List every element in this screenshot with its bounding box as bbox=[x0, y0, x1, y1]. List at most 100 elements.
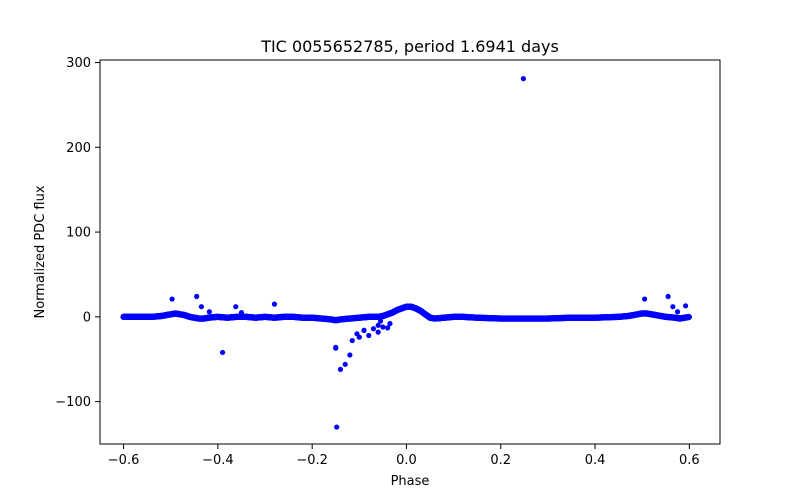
y-tick-label: −100 bbox=[55, 395, 91, 410]
data-point bbox=[686, 314, 692, 320]
data-point bbox=[682, 303, 689, 309]
data-point bbox=[356, 315, 362, 321]
data-point bbox=[191, 315, 197, 321]
data-point bbox=[674, 309, 681, 315]
y-tick-label: 300 bbox=[66, 56, 91, 71]
data-point bbox=[194, 293, 200, 300]
data-point bbox=[262, 314, 268, 320]
data-point bbox=[224, 315, 230, 321]
data-point bbox=[521, 315, 527, 322]
x-tick-label: 0.2 bbox=[490, 453, 511, 468]
data-point bbox=[243, 314, 249, 320]
data-point bbox=[233, 304, 239, 310]
data-point bbox=[385, 311, 391, 317]
data-point bbox=[366, 314, 372, 320]
data-point bbox=[271, 315, 278, 321]
data-point bbox=[432, 315, 438, 322]
data-point bbox=[334, 424, 340, 430]
y-axis-label: Normalized PDC flux bbox=[33, 185, 48, 318]
data-point bbox=[375, 314, 381, 320]
data-point bbox=[418, 308, 424, 314]
data-point bbox=[403, 304, 410, 310]
data-point bbox=[653, 312, 659, 318]
data-point bbox=[169, 296, 175, 302]
data-point bbox=[333, 344, 339, 350]
x-tick-label: 0.4 bbox=[585, 453, 606, 468]
data-point bbox=[399, 305, 405, 311]
data-point bbox=[677, 315, 683, 322]
data-point bbox=[347, 315, 353, 322]
data-point bbox=[182, 312, 188, 318]
data-point bbox=[234, 314, 240, 320]
data-point bbox=[337, 366, 344, 373]
data-point bbox=[186, 314, 193, 320]
data-point bbox=[394, 307, 400, 313]
data-point bbox=[592, 315, 598, 321]
x-tick-label: −0.6 bbox=[108, 453, 140, 468]
data-point bbox=[158, 313, 164, 319]
data-point bbox=[616, 314, 622, 320]
data-point bbox=[474, 315, 480, 321]
data-point bbox=[198, 304, 204, 310]
plot-frame bbox=[99, 59, 721, 445]
data-point bbox=[375, 329, 381, 335]
x-tick-label: −0.4 bbox=[202, 453, 234, 468]
x-axis-label: Phase bbox=[391, 474, 430, 489]
data-point bbox=[318, 315, 325, 322]
data-point bbox=[413, 305, 419, 311]
data-point bbox=[163, 312, 169, 318]
data-point bbox=[300, 315, 306, 321]
data-point bbox=[271, 301, 278, 307]
data-points bbox=[120, 76, 692, 430]
data-point bbox=[206, 309, 212, 315]
data-point bbox=[568, 315, 575, 321]
data-point bbox=[356, 334, 362, 340]
data-point bbox=[290, 314, 296, 320]
data-point bbox=[238, 310, 245, 316]
data-point bbox=[342, 361, 348, 367]
data-point bbox=[366, 332, 372, 339]
data-point bbox=[177, 311, 183, 317]
x-tick-label: 0.6 bbox=[679, 453, 700, 468]
data-point bbox=[172, 310, 179, 317]
data-point bbox=[498, 315, 504, 322]
data-point bbox=[644, 310, 650, 317]
data-point bbox=[422, 311, 428, 317]
data-point bbox=[639, 310, 645, 317]
data-point bbox=[130, 314, 136, 320]
data-point bbox=[349, 337, 355, 344]
data-point bbox=[665, 293, 671, 300]
data-point bbox=[196, 315, 202, 322]
data-point bbox=[201, 315, 207, 322]
data-point bbox=[139, 314, 146, 320]
data-point bbox=[408, 304, 414, 310]
data-point bbox=[347, 352, 353, 358]
data-point bbox=[663, 314, 669, 320]
data-point bbox=[385, 325, 391, 331]
data-point bbox=[120, 314, 127, 320]
data-point bbox=[641, 296, 648, 302]
data-point bbox=[370, 326, 377, 332]
data-point bbox=[205, 315, 212, 321]
y-tick-label: 100 bbox=[66, 226, 91, 241]
data-point bbox=[281, 314, 287, 320]
data-point bbox=[375, 322, 381, 328]
data-point bbox=[441, 315, 447, 321]
data-point bbox=[389, 310, 395, 316]
chart-title: TIC 0055652785, period 1.6941 days bbox=[260, 37, 559, 56]
data-point bbox=[672, 315, 678, 321]
data-point bbox=[149, 314, 155, 320]
x-axis: −0.6 −0.4 −0.2 0.0 0.2 0.4 0.6 bbox=[108, 444, 700, 468]
data-point bbox=[328, 316, 334, 322]
data-point bbox=[215, 314, 221, 320]
data-point bbox=[545, 315, 551, 322]
data-point bbox=[520, 76, 526, 82]
y-tick-label: 200 bbox=[66, 141, 91, 156]
data-point bbox=[634, 311, 641, 317]
data-point bbox=[219, 349, 226, 356]
data-point bbox=[625, 313, 631, 319]
data-point bbox=[168, 311, 174, 317]
data-point bbox=[333, 317, 339, 323]
data-point bbox=[682, 315, 688, 321]
